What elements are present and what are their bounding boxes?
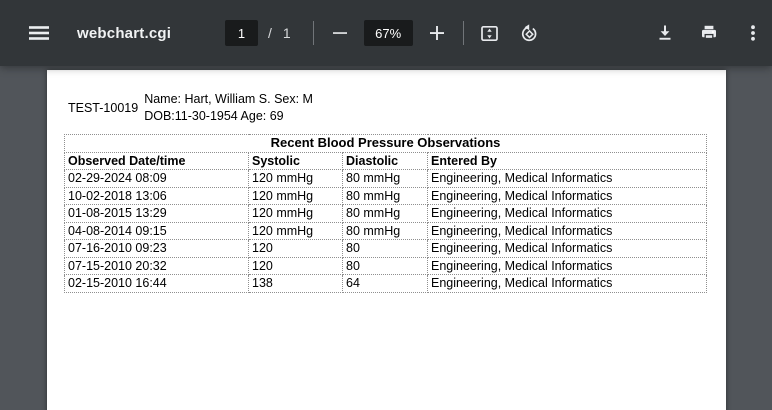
patient-id: TEST-10019 <box>68 101 139 115</box>
hamburger-icon <box>29 26 49 40</box>
table-cell: 120 <box>248 239 343 258</box>
toolbar-separator <box>462 21 464 45</box>
page-number-input[interactable] <box>225 20 258 46</box>
plus-icon <box>429 26 444 40</box>
print-button[interactable] <box>693 17 725 49</box>
table-cell: Engineering, Medical Informatics <box>427 169 707 188</box>
minus-icon <box>332 32 347 34</box>
download-button[interactable] <box>649 17 681 49</box>
bp-observations-table: Recent Blood Pressure Observations Obser… <box>64 134 707 293</box>
table-cell: 02-15-2010 16:44 <box>64 274 249 293</box>
table-row: 02-29-2024 08:09 120 mmHg 80 mmHg Engineeri… <box>64 169 707 188</box>
table-cell: Engineering, Medical Informatics <box>427 186 707 205</box>
table-cell: 02-29-2024 08:09 <box>64 169 249 188</box>
fit-page-button[interactable] <box>474 17 506 49</box>
table-cell: 04-08-2014 09:15 <box>64 221 249 240</box>
table-row: 10-02-2018 13:06 120 mmHg 80 mmHg Engineeri… <box>64 186 707 205</box>
three-dots-icon <box>751 25 755 41</box>
patient-demographics: Name: Hart, William S. Sex: M DOB:11-30-… <box>144 91 313 125</box>
table-cell: 120 mmHg <box>248 204 343 223</box>
download-icon <box>659 25 671 40</box>
patient-header: TEST-10019 Name: Hart, William S. Sex: M… <box>47 70 726 125</box>
page-slash-label: / <box>268 25 272 41</box>
document-title: webchart.cgi <box>77 24 172 42</box>
table-cell: 07-15-2010 20:32 <box>64 256 249 275</box>
page-count-label: 1 <box>282 25 291 41</box>
zoom-in-button[interactable] <box>421 17 453 49</box>
rotate-icon <box>522 23 537 41</box>
table-cell: Engineering, Medical Informatics <box>427 204 707 223</box>
rotate-button[interactable] <box>514 17 546 49</box>
table-cell: 64 <box>342 274 428 293</box>
print-icon <box>702 25 716 40</box>
col-header-systolic: Systolic <box>248 151 343 170</box>
zoom-out-button[interactable] <box>324 17 356 49</box>
toolbar-separator <box>312 21 314 45</box>
table-cell: Engineering, Medical Informatics <box>427 256 707 275</box>
table-title: Recent Blood Pressure Observations <box>64 134 707 153</box>
table-title-row: Recent Blood Pressure Observations <box>64 134 707 153</box>
table-cell: 120 mmHg <box>248 169 343 188</box>
col-header-diastolic: Diastolic <box>342 151 428 170</box>
table-row: 02-15-2010 16:44 138 64 Engineering, Medica… <box>64 274 707 293</box>
table-row: 07-16-2010 09:23 120 80 Engineering, Medica… <box>64 239 707 258</box>
pdf-toolbar: webchart.cgi / 1 <box>0 0 772 66</box>
patient-dob-age: DOB:11-30-1954 Age: 69 <box>144 109 284 123</box>
table-cell: 120 mmHg <box>248 186 343 205</box>
table-cell: 01-08-2015 13:29 <box>64 204 249 223</box>
table-cell: 138 <box>248 274 343 293</box>
table-cell: 80 mmHg <box>342 186 428 205</box>
more-options-button[interactable] <box>737 17 769 49</box>
menu-button[interactable] <box>23 17 55 49</box>
table-row: 04-08-2014 09:15 120 mmHg 80 mmHg Engineeri… <box>64 221 707 240</box>
table-cell: 80 <box>342 256 428 275</box>
table-cell: 80 mmHg <box>342 221 428 240</box>
patient-name-sex: Name: Hart, William S. Sex: M <box>144 92 313 106</box>
table-cell: Engineering, Medical Informatics <box>427 239 707 258</box>
toolbar-center-group: / 1 <box>225 0 546 66</box>
table-cell: Engineering, Medical Informatics <box>427 221 707 240</box>
fit-page-icon <box>481 25 499 41</box>
zoom-level-input[interactable] <box>363 20 413 46</box>
toolbar-left-group: webchart.cgi <box>0 17 171 49</box>
table-cell: 120 <box>248 256 343 275</box>
table-cell: Engineering, Medical Informatics <box>427 274 707 293</box>
toolbar-right-group <box>649 0 769 66</box>
table-cell: 10-02-2018 13:06 <box>64 186 249 205</box>
table-cell: 120 mmHg <box>248 221 343 240</box>
table-row: 07-15-2010 20:32 120 80 Engineering, Medica… <box>64 256 707 275</box>
table-cell: 80 mmHg <box>342 204 428 223</box>
viewer-canvas: TEST-10019 Name: Hart, William S. Sex: M… <box>0 66 772 410</box>
table-cell: 07-16-2010 09:23 <box>64 239 249 258</box>
table-row: 01-08-2015 13:29 120 mmHg 80 mmHg Engineeri… <box>64 204 707 223</box>
pdf-page: TEST-10019 Name: Hart, William S. Sex: M… <box>47 70 726 410</box>
table-cell: 80 <box>342 239 428 258</box>
col-header-observed: Observed Date/time <box>64 151 249 170</box>
table-cell: 80 mmHg <box>342 169 428 188</box>
bp-table-body: 02-29-2024 08:09 120 mmHg 80 mmHg Engineeri… <box>64 169 707 293</box>
table-header-row: Observed Date/time Systolic Diastolic En… <box>64 151 707 170</box>
col-header-entered-by: Entered By <box>427 151 707 170</box>
